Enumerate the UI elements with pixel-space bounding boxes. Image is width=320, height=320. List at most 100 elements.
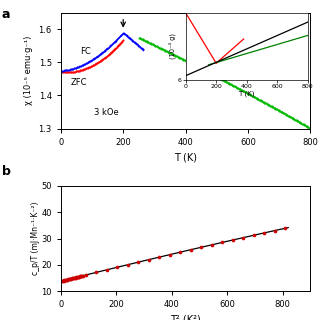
Point — [66, 70, 71, 75]
Point — [73, 69, 78, 74]
Point — [80, 67, 85, 72]
Point — [154, 44, 159, 49]
Point — [99, 51, 104, 56]
Point — [72, 69, 77, 74]
Point — [273, 106, 278, 111]
Point — [92, 56, 97, 61]
Point — [99, 50, 104, 55]
Point — [116, 34, 122, 39]
Point — [115, 36, 120, 41]
Point — [96, 59, 101, 64]
Point — [79, 63, 84, 68]
Point — [92, 62, 97, 67]
Point — [298, 120, 303, 125]
Point — [100, 57, 106, 62]
Point — [204, 69, 209, 74]
Point — [157, 254, 162, 260]
Point — [66, 70, 71, 75]
Point — [64, 70, 69, 75]
Point — [115, 265, 120, 270]
Point — [139, 36, 144, 41]
Point — [130, 37, 135, 43]
Point — [113, 45, 118, 51]
Point — [204, 69, 209, 74]
Point — [89, 64, 94, 69]
Point — [101, 56, 107, 61]
Point — [106, 44, 111, 50]
Point — [164, 49, 170, 54]
Point — [77, 64, 82, 69]
Point — [137, 36, 142, 41]
Point — [209, 71, 214, 76]
Point — [87, 65, 92, 70]
Point — [196, 65, 201, 70]
Point — [241, 235, 246, 240]
Point — [96, 53, 101, 58]
Point — [104, 54, 109, 59]
Point — [220, 78, 226, 83]
Point — [103, 54, 108, 60]
Point — [74, 275, 79, 280]
Point — [185, 59, 190, 64]
Point — [66, 67, 71, 72]
Point — [142, 38, 147, 43]
Point — [205, 69, 210, 75]
Point — [90, 63, 95, 68]
Point — [166, 50, 171, 55]
Point — [118, 33, 123, 38]
Point — [196, 65, 202, 70]
Point — [122, 31, 127, 36]
Point — [146, 40, 151, 45]
Point — [300, 121, 305, 126]
Point — [229, 82, 234, 87]
Point — [75, 65, 80, 70]
Point — [145, 39, 150, 44]
Point — [120, 30, 125, 36]
Point — [142, 38, 148, 43]
Point — [290, 116, 295, 121]
Point — [178, 250, 183, 255]
Point — [126, 35, 132, 40]
Point — [133, 41, 138, 46]
Point — [283, 112, 288, 117]
Point — [188, 60, 193, 66]
Point — [67, 67, 72, 72]
Point — [263, 101, 268, 106]
Point — [96, 52, 101, 58]
Point — [102, 48, 108, 53]
Point — [61, 68, 66, 73]
Point — [74, 69, 79, 74]
Point — [265, 102, 270, 107]
Point — [106, 52, 111, 57]
X-axis label: T (K): T (K) — [174, 152, 197, 162]
Point — [93, 55, 98, 60]
Point — [125, 34, 130, 39]
Point — [140, 46, 145, 52]
Point — [119, 31, 124, 36]
Point — [84, 65, 90, 70]
Point — [77, 68, 82, 73]
Point — [220, 240, 225, 245]
Point — [272, 228, 277, 233]
Point — [61, 278, 66, 283]
Point — [250, 93, 255, 99]
Point — [61, 68, 66, 73]
Point — [256, 97, 261, 102]
Point — [208, 71, 213, 76]
Point — [100, 50, 105, 55]
Point — [64, 68, 69, 73]
Point — [160, 47, 165, 52]
Point — [105, 46, 110, 51]
Point — [88, 64, 93, 69]
Point — [295, 118, 300, 124]
Point — [72, 69, 77, 74]
Point — [98, 58, 103, 63]
Point — [77, 64, 82, 69]
Point — [86, 65, 91, 70]
Point — [130, 38, 135, 44]
Point — [165, 49, 170, 54]
Point — [79, 68, 84, 73]
Text: ZFC: ZFC — [71, 78, 87, 87]
Point — [167, 50, 172, 55]
Point — [238, 87, 244, 92]
